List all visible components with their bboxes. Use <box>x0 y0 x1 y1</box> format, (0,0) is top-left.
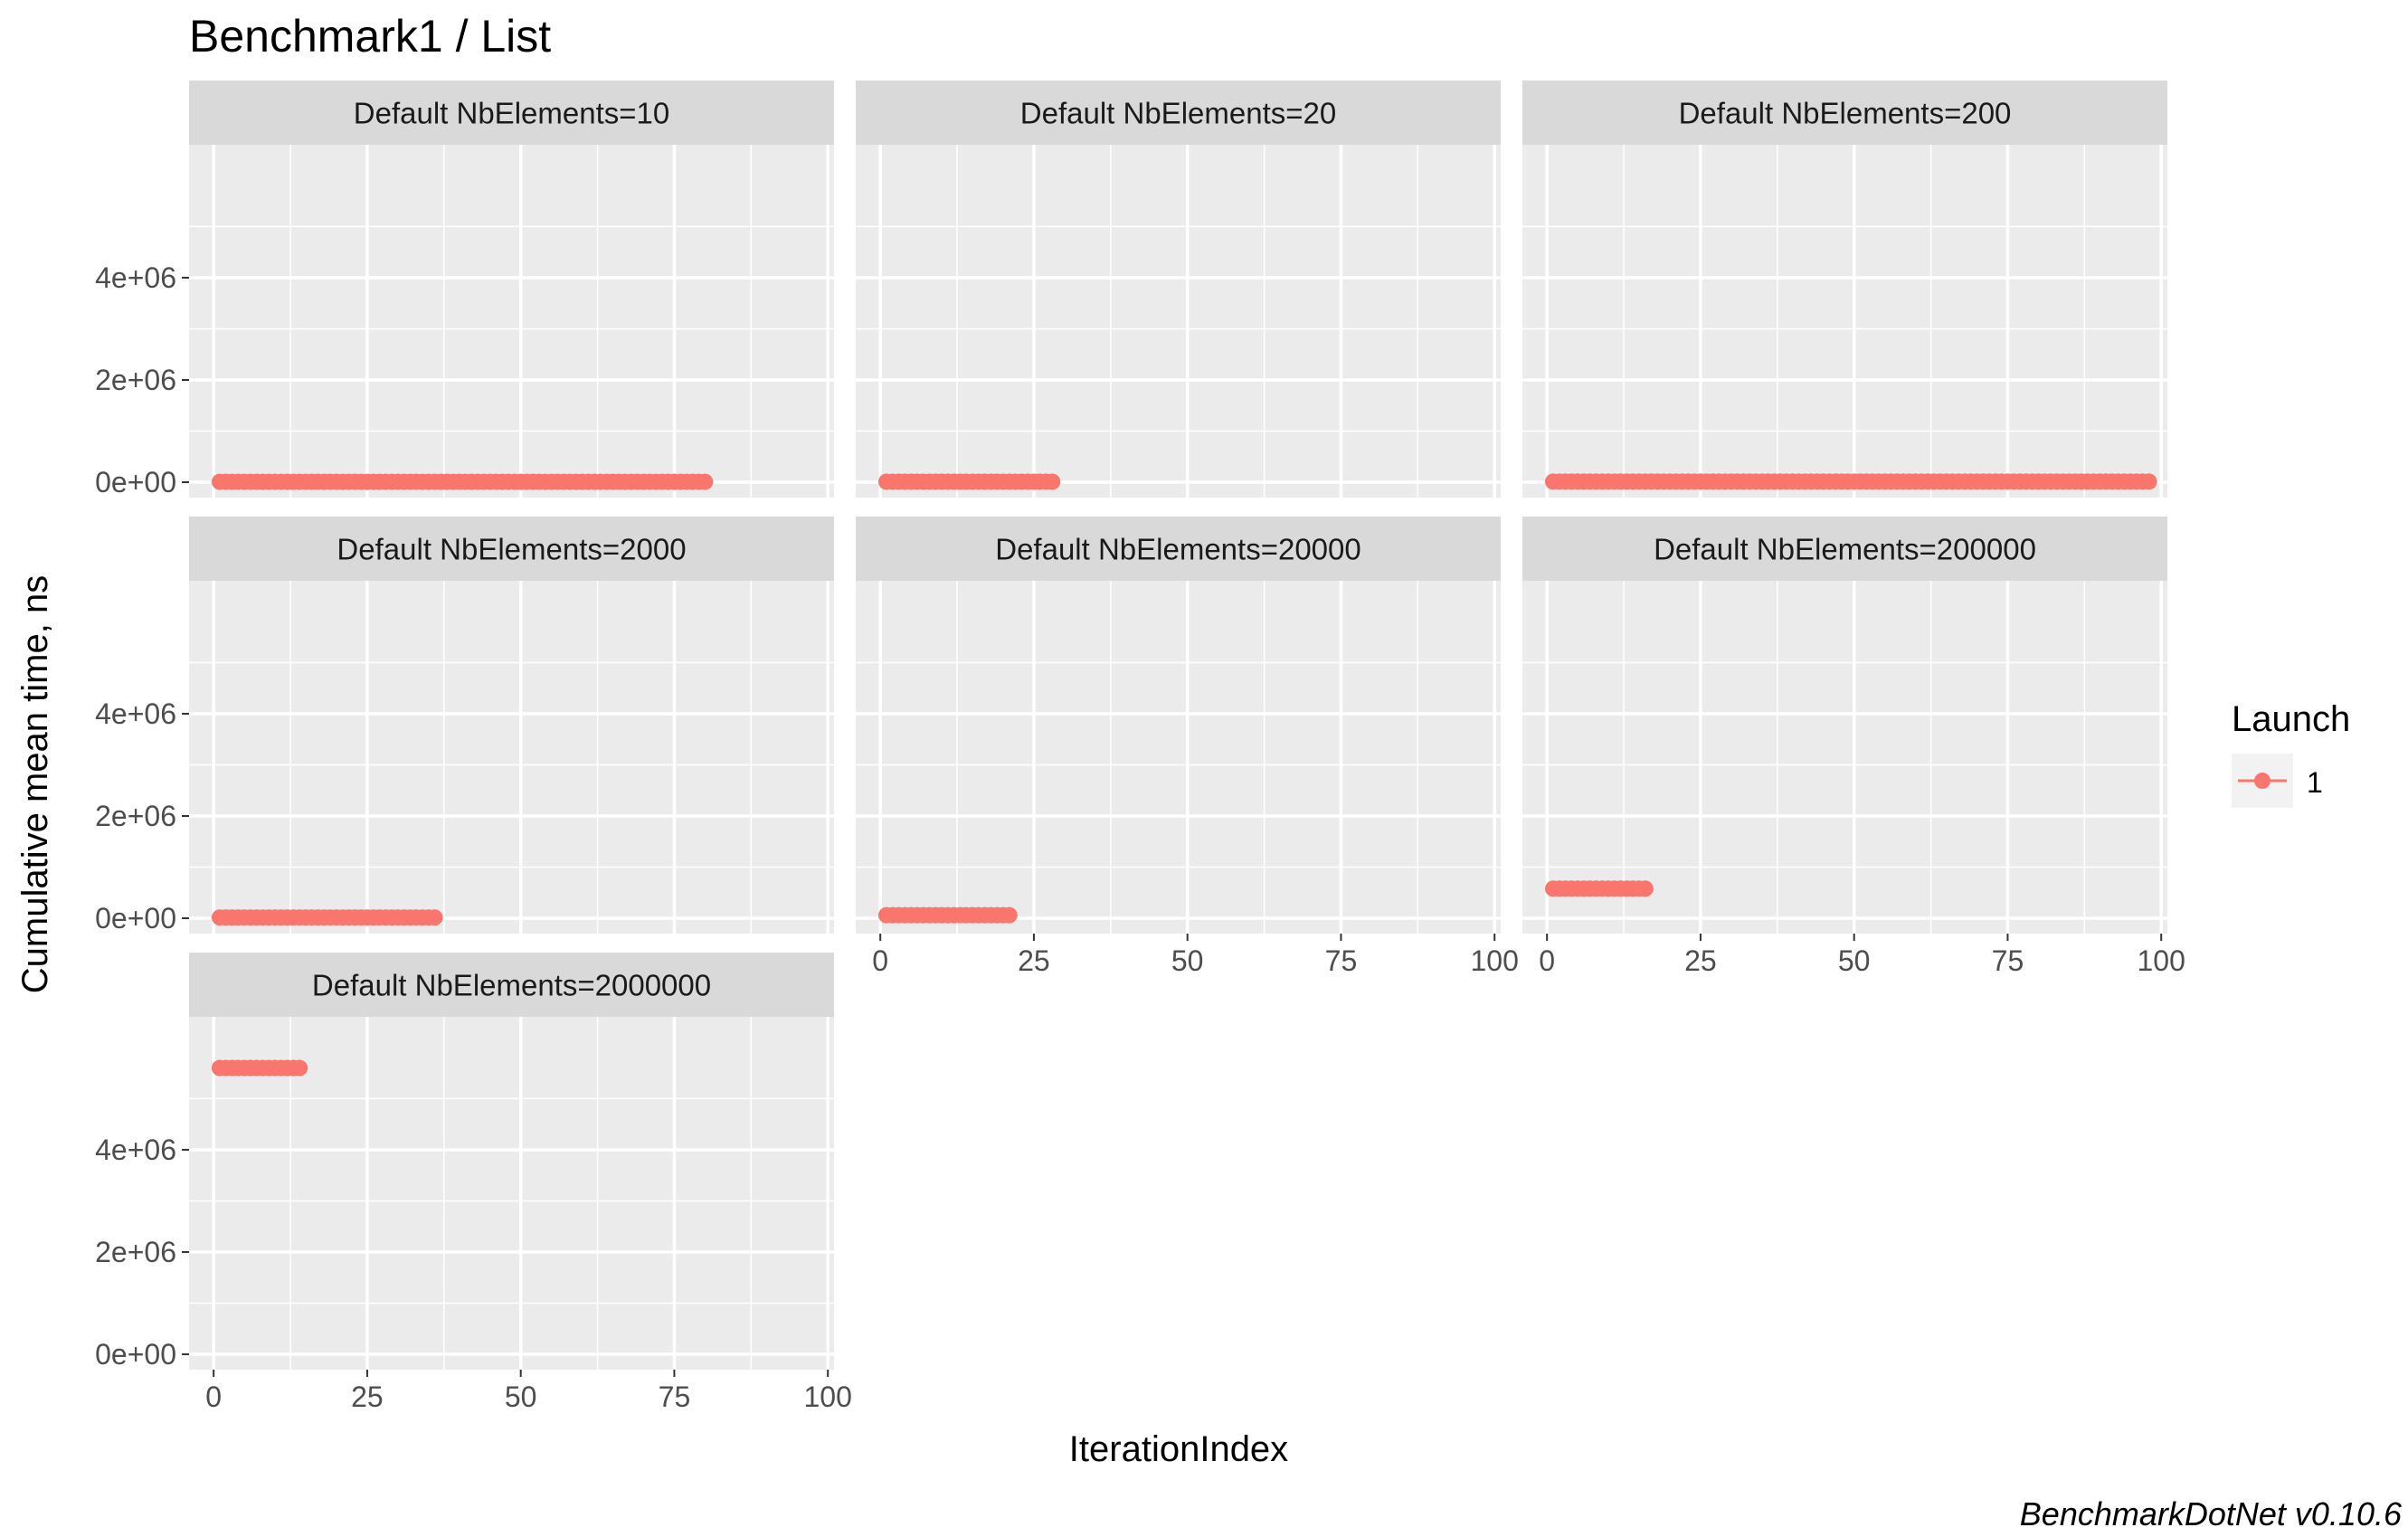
y-tick-label: 0e+00 <box>95 466 176 498</box>
x-tick-label: 25 <box>351 1380 384 1413</box>
y-tick-label: 2e+06 <box>95 1236 176 1268</box>
facet-strip <box>189 81 834 145</box>
legend-keys: 1 <box>2232 754 2323 808</box>
facet-label: Default NbElements=20 <box>1020 97 1336 130</box>
data-point <box>1000 906 1018 924</box>
x-tick-label: 100 <box>1471 944 1519 977</box>
x-tick-label: 75 <box>1325 944 1358 977</box>
facet-panel: Default NbElements=2000 0e+00 2e+06 4e+06 <box>95 517 834 935</box>
panel-background <box>189 145 834 498</box>
footer-caption: BenchmarkDotNet v0.10.6 <box>2020 1495 2403 1532</box>
facet-panel: Default NbElements=200000 0 25 50 75 100 <box>1522 517 2185 977</box>
x-tick-label: 0 <box>1539 944 1555 977</box>
facet-strip <box>1522 81 2167 145</box>
legend-key-point <box>2254 773 2271 789</box>
facet-strip <box>856 517 1501 581</box>
data-point <box>2140 473 2157 490</box>
panel-background <box>1522 581 2167 934</box>
legend-title: Launch <box>2232 699 2350 739</box>
facet-label: Default NbElements=2000000 <box>312 969 711 1002</box>
y-tick-label: 4e+06 <box>95 261 176 294</box>
x-tick-label: 75 <box>1992 944 2024 977</box>
facet-label: Default NbElements=2000 <box>337 533 686 566</box>
y-tick-label: 4e+06 <box>95 697 176 730</box>
panel-background <box>189 1017 834 1370</box>
x-tick-label: 100 <box>804 1380 852 1413</box>
x-tick-label: 0 <box>872 944 888 977</box>
x-tick-label: 100 <box>2138 944 2185 977</box>
data-point <box>1636 880 1654 897</box>
y-tick-label: 0e+00 <box>95 1338 176 1371</box>
x-tick-label: 50 <box>1171 944 1204 977</box>
data-point <box>291 1059 308 1077</box>
facet-panel: Default NbElements=10 0e+00 2e+06 4e+06 <box>95 81 834 498</box>
facet-label: Default NbElements=200000 <box>1654 533 2036 566</box>
x-tick-label: 50 <box>505 1380 537 1413</box>
data-point <box>426 909 443 926</box>
y-axis-label: Cumulative mean time, ns <box>15 575 55 993</box>
facet-panel: Default NbElements=200 <box>1522 81 2167 498</box>
facet-panel: Default NbElements=20000 0 25 50 75 100 <box>856 517 1519 977</box>
facet-strip <box>189 953 834 1017</box>
x-tick-label: 0 <box>205 1380 222 1413</box>
facet-strip <box>1522 517 2167 581</box>
x-tick-label: 25 <box>1018 944 1050 977</box>
facet-label: Default NbElements=200 <box>1679 97 2012 130</box>
legend: Launch 1 <box>2232 699 2350 808</box>
x-tick-label: 25 <box>1684 944 1717 977</box>
panel-background <box>856 145 1501 498</box>
chart-title: Benchmark1 / List <box>189 11 551 62</box>
facet-strip <box>856 81 1501 145</box>
x-axis-label: IterationIndex <box>1069 1429 1288 1469</box>
data-point <box>697 473 714 490</box>
x-tick-label: 50 <box>1838 944 1871 977</box>
facet-label: Default NbElements=10 <box>354 97 669 130</box>
legend-entry-label: 1 <box>2307 766 2323 799</box>
facet-strip <box>189 517 834 581</box>
facet-label: Default NbElements=20000 <box>995 533 1361 566</box>
facet-panel: Default NbElements=20 <box>856 81 1501 498</box>
panel-background <box>1522 145 2167 498</box>
y-tick-label: 2e+06 <box>95 800 176 832</box>
panel-background <box>189 581 834 934</box>
data-point <box>1044 473 1061 490</box>
y-tick-label: 0e+00 <box>95 902 176 935</box>
x-tick-label: 75 <box>659 1380 691 1413</box>
panel-background <box>856 581 1501 934</box>
facet-panels: Default NbElements=100e+002e+064e+06Defa… <box>95 81 2185 1413</box>
facet-panel: Default NbElements=2000000 0e+00 2e+06 4e+0… <box>95 953 852 1413</box>
y-tick-label: 4e+06 <box>95 1134 176 1166</box>
y-tick-label: 2e+06 <box>95 364 176 396</box>
